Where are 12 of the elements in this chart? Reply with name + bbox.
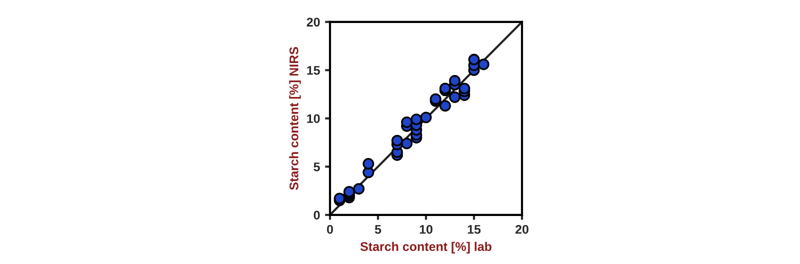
- y-tick-label: 20: [306, 18, 320, 27]
- x-tick-label: 20: [515, 224, 528, 234]
- y-tick-label: 0: [314, 210, 320, 220]
- x-axis-title: Starch content [%] lab: [360, 242, 492, 254]
- y-axis-title: Starch content [%] NIRS: [289, 47, 301, 190]
- x-tick-label: 10: [420, 224, 432, 234]
- x-tick-label: 15: [468, 225, 481, 234]
- y-tick-label: 10: [307, 114, 320, 124]
- x-tick-label: 0: [327, 224, 333, 234]
- x-tick-label: 5: [374, 225, 382, 234]
- y-tick-label: 15: [307, 66, 320, 75]
- y-tick-label: 5: [314, 162, 320, 172]
